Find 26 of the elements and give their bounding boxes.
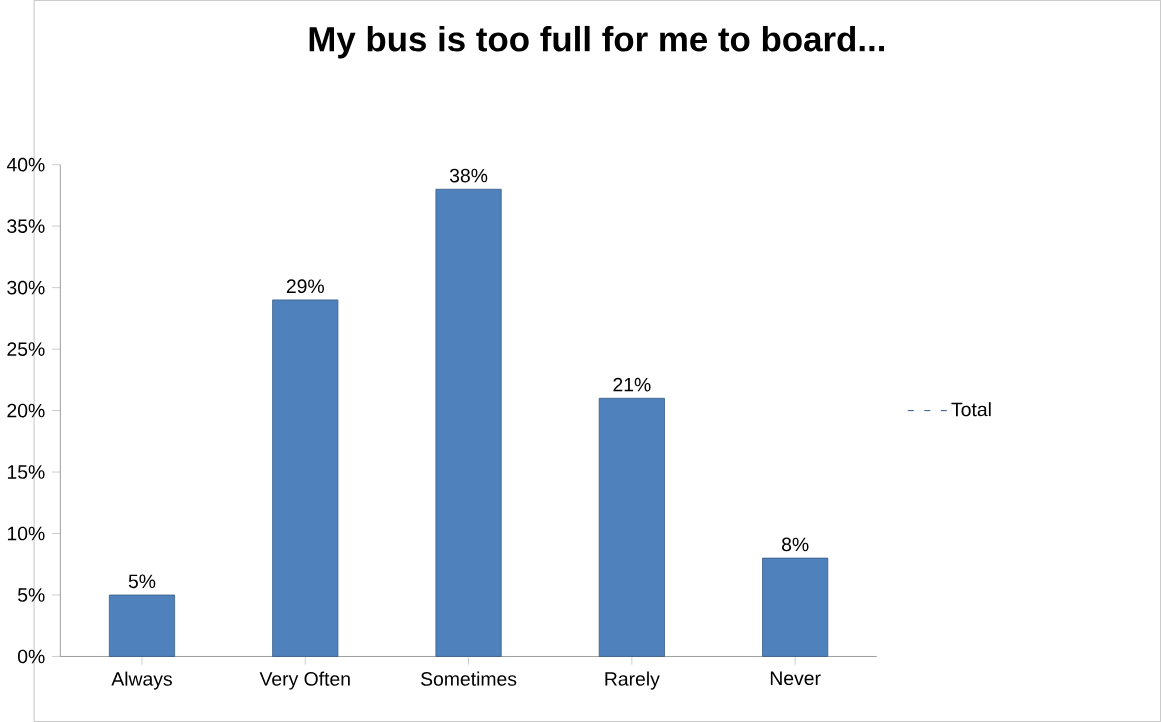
y-tick-label: 40% xyxy=(6,157,45,172)
y-tick-label: 20% xyxy=(7,403,45,418)
data-label: 38% xyxy=(449,168,488,183)
y-tick-label: 30% xyxy=(7,280,45,295)
bar xyxy=(272,299,339,657)
data-label: 21% xyxy=(613,377,651,392)
data-label: 5% xyxy=(128,574,156,589)
y-tick-label: 15% xyxy=(7,465,45,479)
x-tick-label: Never xyxy=(770,671,821,686)
x-tick-label: Sometimes xyxy=(421,671,517,686)
x-tick-label: Rarely xyxy=(605,671,660,690)
y-tick-label: 10% xyxy=(7,526,45,541)
y-tick-label: 5% xyxy=(18,588,45,602)
data-label: 8% xyxy=(782,537,809,552)
bar xyxy=(598,397,665,657)
y-tick-label: 25% xyxy=(7,342,45,356)
y-tick-label: 35% xyxy=(7,219,45,233)
bar xyxy=(108,594,176,657)
data-label: 29% xyxy=(286,279,324,294)
bar xyxy=(762,557,829,657)
bar xyxy=(435,188,502,657)
chart-title: My bus is too full for me to board... xyxy=(309,25,885,59)
x-tick-label: Always xyxy=(111,671,172,690)
y-tick-label: 0% xyxy=(17,649,45,664)
legend-label: Total xyxy=(951,402,991,417)
x-tick-label: Very Often xyxy=(259,671,350,690)
